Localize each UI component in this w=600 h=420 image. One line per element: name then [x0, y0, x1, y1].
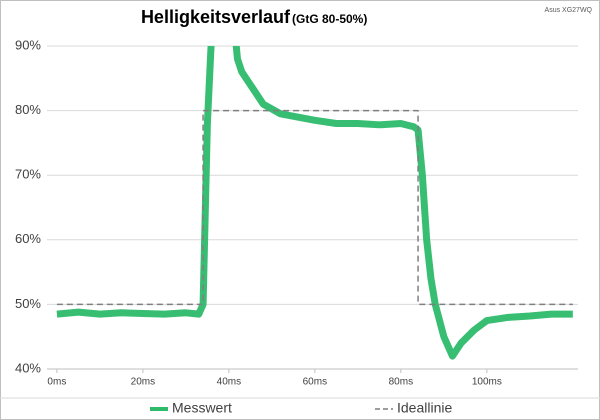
- chart-title: Helligkeitsverlauf: [141, 7, 291, 27]
- x-tick-label: 0ms: [47, 377, 66, 388]
- x-tick-label: 60ms: [303, 377, 327, 388]
- y-tick-label: 40%: [15, 360, 41, 375]
- annotation: Asus XG27WQ: [545, 7, 593, 14]
- y-tick-label: 90%: [15, 37, 41, 52]
- y-tick-label: 50%: [15, 296, 41, 311]
- x-tick-label: 80ms: [389, 377, 413, 388]
- y-tick-label: 70%: [15, 167, 41, 182]
- chart-subtitle: (GtG 80-50%): [292, 12, 367, 26]
- x-tick-label: 100ms: [472, 377, 502, 388]
- y-tick-label: 60%: [15, 231, 41, 246]
- y-tick-label: 80%: [15, 102, 41, 117]
- legend-label: Messwert: [172, 400, 232, 416]
- series-line: [56, 46, 573, 360]
- series-line: [56, 109, 573, 306]
- x-tick-label: 40ms: [217, 377, 241, 388]
- legend-label: Ideallinie: [397, 400, 452, 416]
- x-tick-label: 20ms: [131, 377, 155, 388]
- plot: [56, 46, 573, 360]
